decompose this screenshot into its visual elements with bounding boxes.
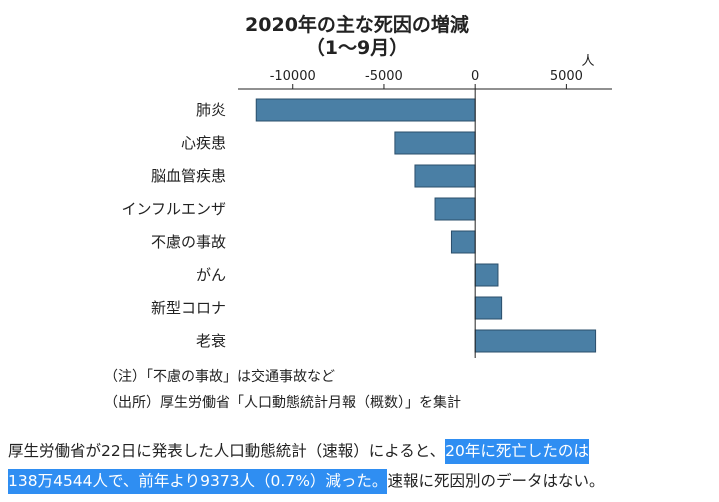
bars <box>255 98 597 353</box>
category-label: 脳血管疾患 <box>151 167 226 185</box>
category-label: 老衰 <box>196 332 226 350</box>
x-tick-label: -10000 <box>270 69 316 84</box>
chart-note: （注）「不慮の事故」は交通事故など <box>104 369 335 385</box>
category-label: がん <box>196 266 226 284</box>
chart-title: 2020年の主な死因の増減 <box>245 13 469 36</box>
bar-1 <box>394 131 476 155</box>
category-label: 新型コロナ <box>151 299 226 317</box>
bar-0 <box>255 98 476 122</box>
x-tick-label: 5000 <box>550 69 583 84</box>
bar-2 <box>414 164 476 188</box>
chart-source: （出所）厚生労働省「人口動態統計月報（概数）」を集計 <box>104 395 461 411</box>
bar-7 <box>474 329 597 353</box>
x-axis-ticks: -10000 -5000 0 5000 <box>270 69 583 89</box>
x-tick-label: 0 <box>471 69 479 84</box>
bar-chart: 2020年の主な死因の増減 （1～9月） 人 -10000 -5000 0 5000 … <box>121 13 612 358</box>
category-label: 肺炎 <box>196 101 226 119</box>
x-tick-label: -5000 <box>365 69 403 84</box>
chart-subtitle: （1～9月） <box>306 36 408 59</box>
bar-3 <box>434 197 476 221</box>
unit-label: 人 <box>581 54 594 69</box>
bar-5 <box>474 263 499 287</box>
highlighted-text: 20年に死亡したのは <box>445 439 589 464</box>
article-paragraph: 厚生労働省が22日に発表した人口動態統計（速報）によると、20年に死亡したのは 1… <box>8 436 713 496</box>
bar-6 <box>474 296 503 320</box>
category-label: インフルエンザ <box>121 200 226 218</box>
category-label: 不慮の事故 <box>151 233 226 251</box>
category-label: 心疾患 <box>181 134 226 152</box>
article-text: 速報に死因別のデータはない。 <box>387 472 605 490</box>
bar-4 <box>450 230 476 254</box>
article-text: 厚生労働省が22日に発表した人口動態統計（速報）によると、 <box>8 442 446 460</box>
highlighted-text: 138万4544人で、前年より9373人（0.7%）減った。 <box>8 469 388 494</box>
